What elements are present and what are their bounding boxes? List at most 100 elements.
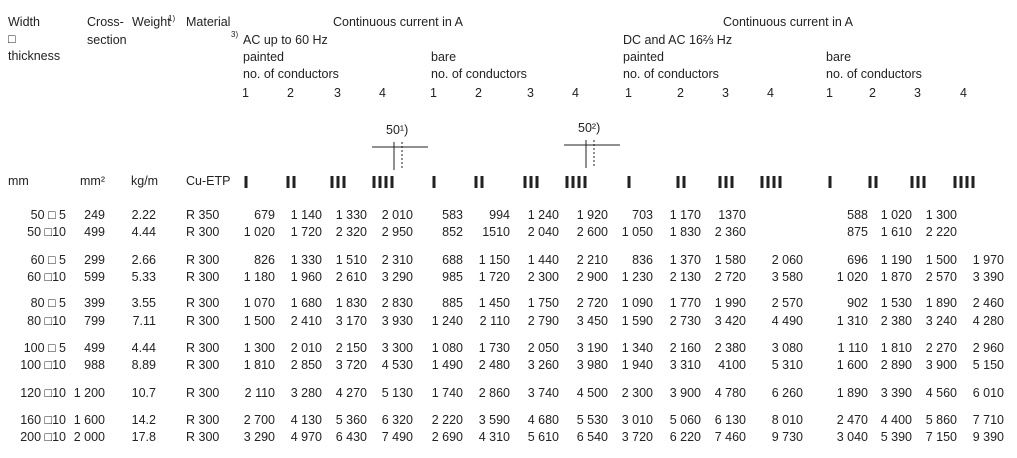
group-title: Continuous current in A [333, 15, 463, 29]
value-cell: 836 [632, 253, 653, 267]
dimension-cell: 120 □10 [20, 386, 66, 400]
value-cell: 1 170 [669, 208, 701, 222]
subgroup-label: painted [623, 50, 665, 64]
value-cell: 1 050 [621, 225, 653, 239]
conductor-bar [535, 176, 539, 188]
footnote-mark: 1) [168, 14, 176, 23]
value-cell: 1 180 [243, 270, 275, 284]
value-cell: 5.33 [131, 270, 156, 284]
value-cell: 1 830 [669, 225, 701, 239]
value-cell: 5 310 [771, 358, 803, 372]
conductor-bar [330, 176, 334, 188]
value-cell: 1370 [718, 208, 746, 222]
unit-label: mm² [80, 174, 105, 188]
conductor-bar [583, 176, 587, 188]
value-cell: 2 060 [771, 253, 803, 267]
value-cell: 1 610 [880, 225, 912, 239]
value-cell: 1 940 [621, 358, 653, 372]
value-cell: 4 490 [771, 314, 803, 328]
value-cell: 1 440 [527, 253, 559, 267]
value-cell: 4 780 [714, 386, 746, 400]
value-cell: 1 140 [290, 208, 322, 222]
figure-label: 50¹) [386, 123, 409, 137]
dimension-cell: 60 □10 [27, 270, 66, 284]
value-cell: 4 280 [972, 314, 1004, 328]
value-cell: 1 870 [880, 270, 912, 284]
conductor-bar [627, 176, 631, 188]
value-cell: 2 000 [73, 430, 105, 444]
value-cell: 4 560 [925, 386, 957, 400]
value-cell: 2 040 [527, 225, 559, 239]
value-cell: 3 740 [527, 386, 559, 400]
conductor-bar [577, 176, 581, 188]
material-cell: R 300 [186, 314, 220, 328]
value-cell: 4 530 [381, 358, 413, 372]
value-cell: 1 530 [880, 296, 912, 310]
conductor-count: 3 [914, 86, 921, 100]
value-cell: 1 720 [478, 270, 510, 284]
width-header: □ [8, 32, 16, 46]
conductor-bar [922, 176, 926, 188]
value-cell: 2 960 [972, 341, 1004, 355]
material-cell: R 300 [186, 296, 220, 310]
value-cell: 3 390 [880, 386, 912, 400]
conductor-bar [384, 176, 388, 188]
value-cell: 703 [632, 208, 653, 222]
value-cell: 2 570 [925, 270, 957, 284]
value-cell: 17.8 [131, 430, 156, 444]
conductor-bar [772, 176, 776, 188]
value-cell: 3 010 [621, 413, 653, 427]
value-cell: 1 890 [925, 296, 957, 310]
value-cell: 7 710 [972, 413, 1004, 427]
value-cell: 2.22 [131, 208, 156, 222]
value-cell: 3 080 [771, 341, 803, 355]
conductor-count: 1 [242, 86, 249, 100]
conductor-count: 1 [625, 86, 632, 100]
value-cell: 1 370 [669, 253, 701, 267]
conductor-count: 4 [572, 86, 579, 100]
value-cell: 875 [847, 225, 868, 239]
value-cell: 1 590 [621, 314, 653, 328]
value-cell: 3 240 [925, 314, 957, 328]
value-cell: 3 450 [576, 314, 608, 328]
value-cell: 2 010 [381, 208, 413, 222]
material-cell: R 300 [186, 430, 220, 444]
value-cell: 3 260 [527, 358, 559, 372]
value-cell: 799 [84, 314, 105, 328]
dimension-cell: 60 □ 5 [30, 253, 66, 267]
value-cell: 696 [847, 253, 868, 267]
conductor-bar [571, 176, 575, 188]
value-cell: 4100 [718, 358, 746, 372]
conductor-bar [244, 176, 248, 188]
value-cell: 1 810 [243, 358, 275, 372]
value-cell: 4.44 [131, 225, 156, 239]
value-cell: 9 390 [972, 430, 1004, 444]
value-cell: 2 220 [925, 225, 957, 239]
value-cell: 8.89 [131, 358, 156, 372]
conductor-bar [916, 176, 920, 188]
weight-header: Weight [132, 15, 171, 29]
conductor-bar [378, 176, 382, 188]
value-cell: 1 300 [925, 208, 957, 222]
value-cell: 3 040 [836, 430, 868, 444]
value-cell: 2 610 [335, 270, 367, 284]
value-cell: 4 680 [527, 413, 559, 427]
subgroup-label: AC up to 60 Hz [243, 33, 328, 47]
conductor-bar [730, 176, 734, 188]
material-cell: R 300 [186, 386, 220, 400]
value-cell: 2 690 [431, 430, 463, 444]
value-cell: 6 320 [381, 413, 413, 427]
conductor-bar [529, 176, 533, 188]
value-cell: 7 490 [381, 430, 413, 444]
value-cell: 3 580 [771, 270, 803, 284]
material-cell: R 350 [186, 208, 220, 222]
footnote-mark: 3) [231, 30, 239, 39]
value-cell: 5 530 [576, 413, 608, 427]
value-cell: 902 [847, 296, 868, 310]
value-cell: 688 [442, 253, 463, 267]
value-cell: 988 [84, 358, 105, 372]
value-cell: 1 920 [576, 208, 608, 222]
conductor-bar [342, 176, 346, 188]
subgroup-label: no. of conductors [623, 67, 719, 81]
conductor-bar [336, 176, 340, 188]
